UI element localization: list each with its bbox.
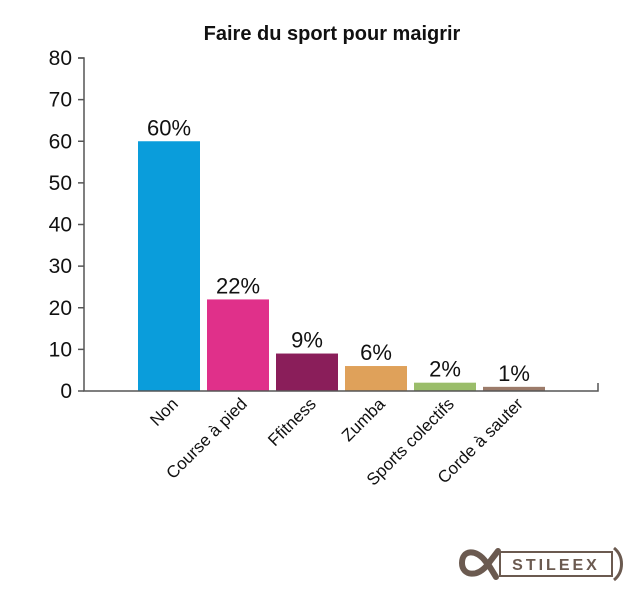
data-label: 22% (216, 273, 260, 298)
bar (276, 353, 338, 391)
data-label: 60% (147, 115, 191, 140)
logo-right-arc (612, 546, 623, 582)
x-tick-label: Non (146, 394, 181, 429)
logo-frame (499, 551, 613, 577)
y-tick-label: 50 (49, 172, 72, 195)
bar (138, 141, 200, 391)
y-axis-ticks: 0 10 20 30 40 50 60 70 80 (49, 47, 84, 403)
data-labels: 60% 22% 9% 6% 2% 1% (147, 115, 530, 386)
data-label: 9% (291, 328, 323, 353)
data-label: 6% (360, 340, 392, 365)
alpha-logo-icon (458, 548, 501, 580)
x-tick-label: Zumba (338, 394, 389, 445)
y-tick-label: 10 (49, 338, 72, 361)
y-tick-label: 40 (49, 214, 72, 237)
y-tick-label: 70 (49, 89, 72, 112)
bars (138, 141, 545, 391)
axes (78, 57, 599, 392)
bar (345, 366, 407, 391)
y-tick-label: 20 (49, 297, 72, 320)
y-tick-label: 0 (60, 380, 72, 403)
bar (207, 299, 269, 391)
y-tick-label: 80 (49, 47, 72, 70)
data-label: 1% (498, 361, 530, 386)
chart-title: Faire du sport pour maigrir (204, 23, 461, 45)
bar (414, 382, 476, 391)
y-tick-label: 60 (49, 130, 72, 153)
y-tick-label: 30 (49, 255, 72, 278)
x-tick-label: Ffitness (264, 394, 320, 450)
logo-text: STILEEX (512, 557, 600, 574)
data-label: 2% (429, 357, 461, 382)
bar (483, 386, 545, 391)
stileex-logo: STILEEX (458, 546, 623, 582)
